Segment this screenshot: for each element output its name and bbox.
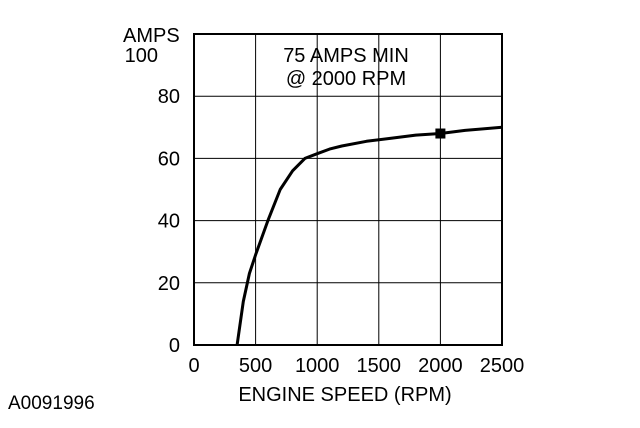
annotation-line-2: @ 2000 RPM (286, 68, 406, 90)
x-tick-label: 1500 (357, 355, 402, 377)
y-tick-label: 20 (158, 273, 180, 295)
x-tick-label: 500 (239, 355, 272, 377)
y-tick-label: 60 (158, 148, 180, 170)
series-line (235, 125, 503, 346)
y-axis-label: AMPS (123, 25, 180, 47)
plot-frame (193, 33, 503, 346)
x-tick-label: 0 (188, 355, 199, 377)
grid (194, 34, 502, 345)
figure-id: A0091996 (8, 393, 95, 414)
data-marker (435, 128, 446, 139)
y-tick-label: 80 (158, 86, 180, 108)
x-tick-label: 1000 (295, 355, 340, 377)
y-tick-label: 40 (158, 211, 180, 233)
y-tick-label: 100 (125, 45, 158, 67)
x-tick-labels: 0 500 1000 1500 2000 2500 (188, 355, 524, 377)
annotation-line-1: 75 AMPS MIN (283, 45, 409, 67)
x-tick-label: 2500 (480, 355, 525, 377)
x-tick-label: 2000 (418, 355, 463, 377)
y-tick-label: 0 (169, 335, 180, 357)
x-axis-label: ENGINE SPEED (RPM) (238, 384, 451, 406)
